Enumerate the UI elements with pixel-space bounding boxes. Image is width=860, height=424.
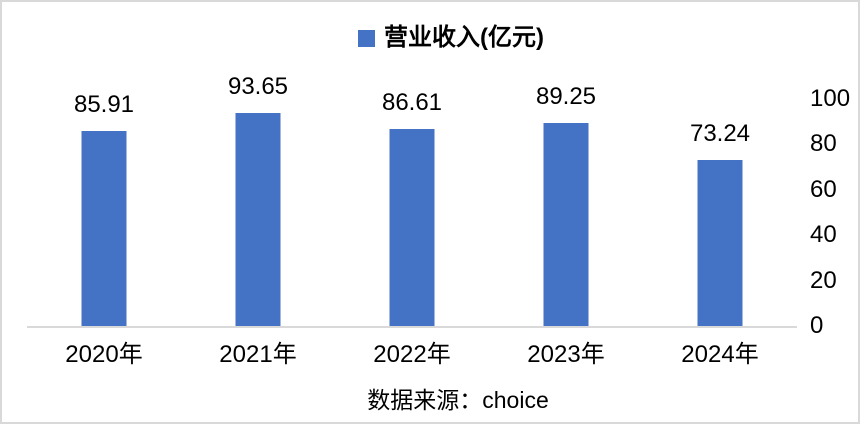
x-axis-label-2021年: 2021年 (219, 341, 297, 368)
source-note: 数据来源：choice (367, 387, 549, 413)
bar-value-label-2021年: 93.65 (227, 73, 289, 101)
y-axis-tick-label-40: 40 (810, 221, 837, 249)
legend: 营业收入(亿元) (23, 24, 858, 51)
x-axis-label-2022年: 2022年 (373, 341, 451, 368)
bar-value-label-2023年: 89.25 (535, 83, 597, 111)
y-axis-tick-label-20: 20 (810, 266, 837, 294)
y-axis-tick-label-0: 0 (810, 312, 824, 339)
bar-value-label-2024年: 73.24 (689, 119, 751, 147)
bar-value-label-2022年: 86.61 (381, 89, 443, 117)
bar-2024年 (697, 159, 743, 326)
bar-2020年 (81, 131, 127, 326)
bar-value-label-2020年: 85.91 (73, 91, 135, 118)
bar-2022年 (389, 129, 435, 326)
plot-area: 85.91 93.65 86.61 89.25 73.24 (27, 74, 797, 328)
x-axis-labels: 2020年 2021年 2022年 2023年 2024年 (27, 341, 797, 373)
bar-2023年 (543, 123, 589, 326)
y-axis-tick-label-100: 100 (810, 85, 851, 112)
legend-label: 营业收入(亿元) (384, 24, 544, 51)
bar-2021年 (235, 113, 281, 326)
y-axis-tick-label-60: 60 (810, 175, 837, 203)
y-axis-tick-label-80: 80 (810, 130, 837, 158)
legend-marker-square (358, 29, 375, 47)
x-axis-label-2024年: 2024年 (681, 341, 759, 368)
x-axis-label-2020年: 2020年 (65, 341, 143, 368)
x-axis-label-2023年: 2023年 (527, 341, 605, 368)
